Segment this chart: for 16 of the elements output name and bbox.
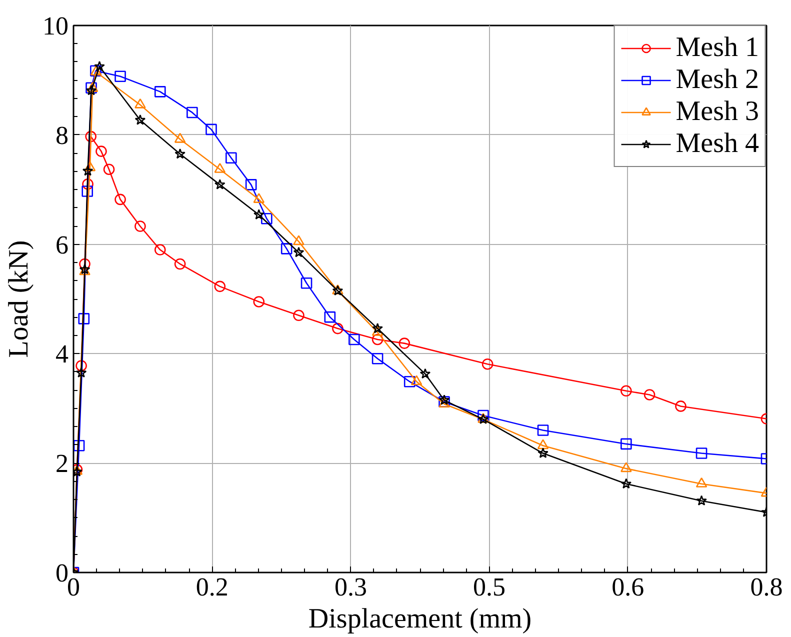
legend-label: Mesh 4: [676, 128, 759, 160]
legend-label: Mesh 1: [676, 32, 759, 64]
y-tick-label: 6: [56, 230, 68, 260]
y-axis-title: Load (kN): [4, 240, 34, 358]
legend-label: Mesh 3: [676, 96, 759, 128]
y-tick-label: 4: [56, 340, 68, 369]
y-tick-label: 10: [42, 12, 68, 40]
x-tick-label: 0.2: [196, 572, 228, 602]
y-tick-label: 2: [56, 449, 68, 478]
x-axis-title: Displacement (mm): [308, 604, 532, 634]
x-tick-label: 0.5: [473, 572, 506, 602]
x-tick-label: 0.3: [334, 572, 367, 602]
legend-label: Mesh 2: [676, 64, 759, 96]
y-tick-label: 8: [56, 120, 68, 150]
x-tick-label: 0.8: [750, 572, 783, 602]
x-tick-label: 0.6: [612, 572, 644, 602]
